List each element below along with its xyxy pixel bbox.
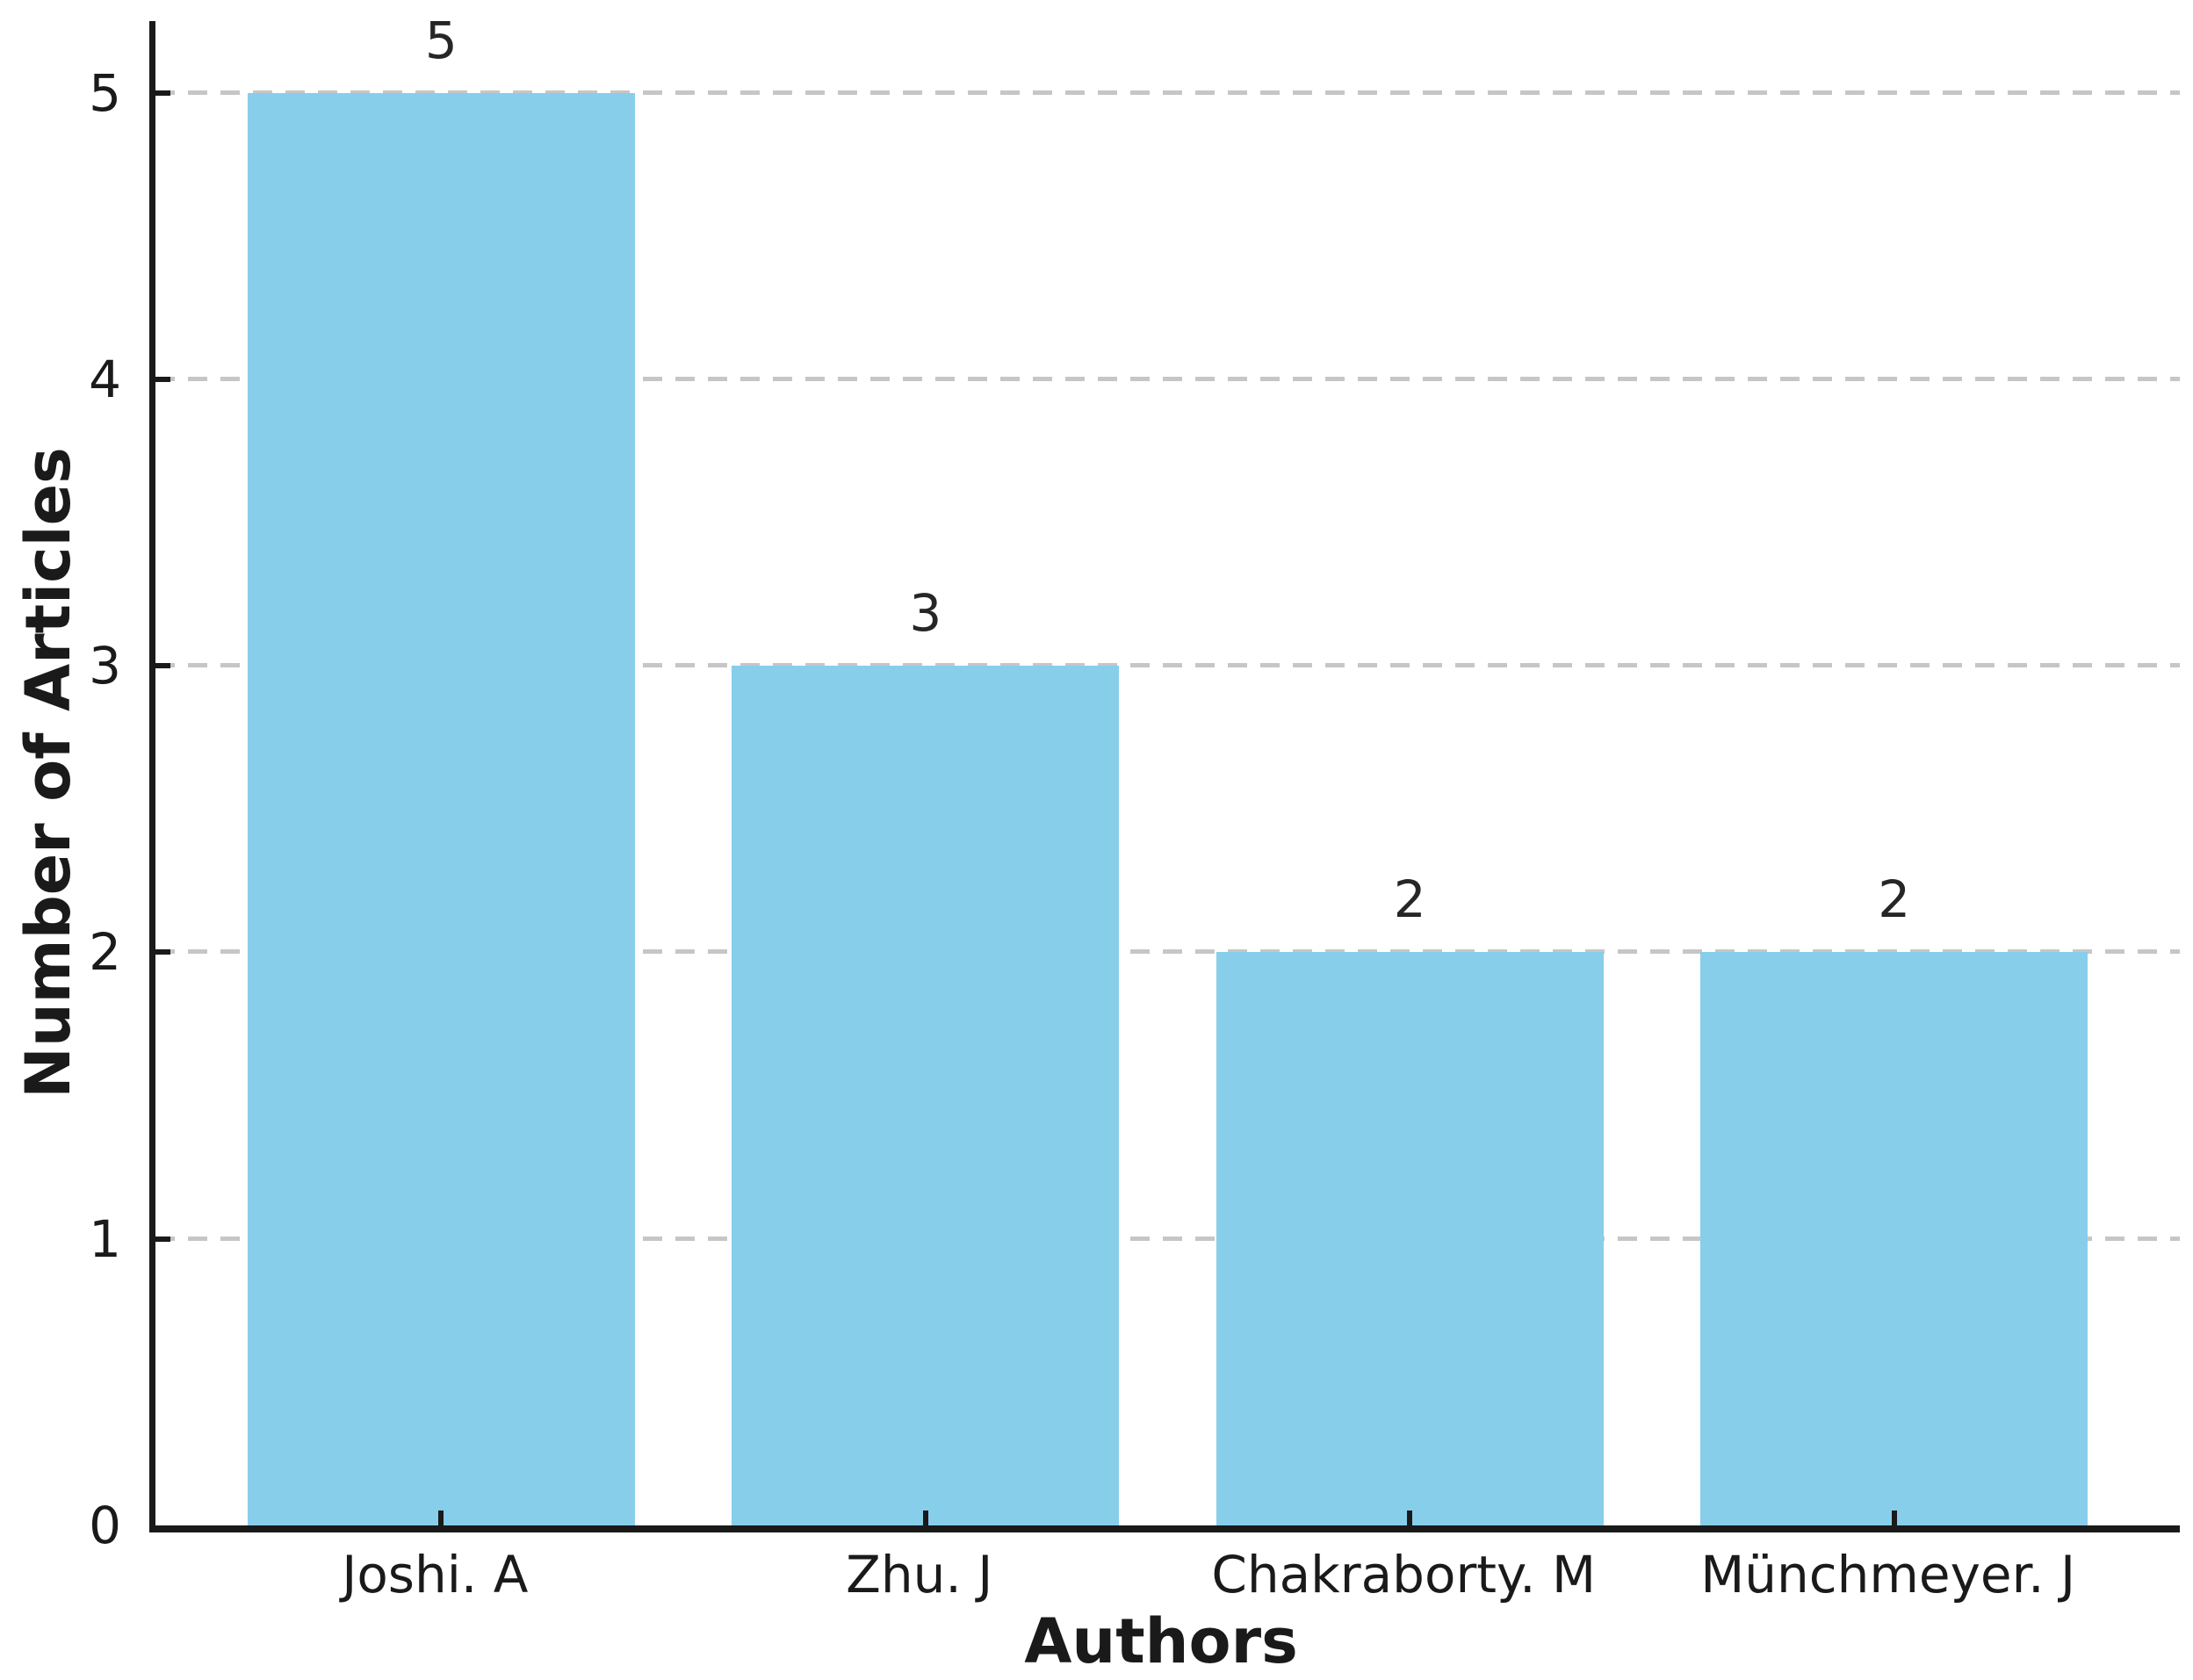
y-tick-mark-3 — [155, 663, 170, 669]
bar-Chakraborty. M — [1216, 952, 1604, 1525]
x-tick-label-Joshi. A: Joshi. A — [342, 1545, 529, 1604]
x-tick-mark-Zhu. J — [922, 1511, 928, 1525]
bar-value-label-Zhu. J: 3 — [909, 583, 942, 644]
x-tick-mark-Chakraborty. M — [1407, 1511, 1413, 1525]
bar-Joshi. A — [247, 92, 635, 1525]
bar-value-label-Münchmeyer. J: 2 — [1878, 869, 1911, 930]
y-tick-label-3: 3 — [89, 636, 121, 696]
bar-Zhu. J — [732, 666, 1120, 1525]
x-tick-label-Münchmeyer. J: Münchmeyer. J — [1700, 1545, 2076, 1604]
y-tick-mark-2 — [155, 949, 170, 955]
y-tick-label-4: 4 — [89, 349, 121, 409]
x-tick-label-Chakraborty. M: Chakraborty. M — [1211, 1545, 1597, 1604]
y-tick-mark-1 — [155, 1236, 170, 1242]
plot-area: 5 3 2 2 — [149, 12, 2180, 1532]
y-tick-label-1: 1 — [89, 1208, 121, 1269]
x-tick-mark-Münchmeyer. J — [1891, 1511, 1897, 1525]
y-tick-mark-5 — [155, 90, 170, 96]
x-tick-label-Zhu. J: Zhu. J — [846, 1545, 993, 1604]
bar-value-label-Chakraborty. M: 2 — [1393, 869, 1426, 930]
y-axis-title: Number of Articles — [12, 447, 84, 1099]
y-tick-label-5: 5 — [89, 62, 121, 123]
x-tick-mark-Joshi. A — [438, 1511, 444, 1525]
y-tick-mark-4 — [155, 376, 170, 382]
bar-value-label-Joshi. A: 5 — [424, 10, 458, 70]
x-axis-title: Authors — [1024, 1605, 1298, 1677]
bar-Münchmeyer. J — [1700, 952, 2088, 1525]
y-tick-label-0: 0 — [89, 1496, 121, 1555]
y-tick-label-2: 2 — [89, 922, 121, 983]
